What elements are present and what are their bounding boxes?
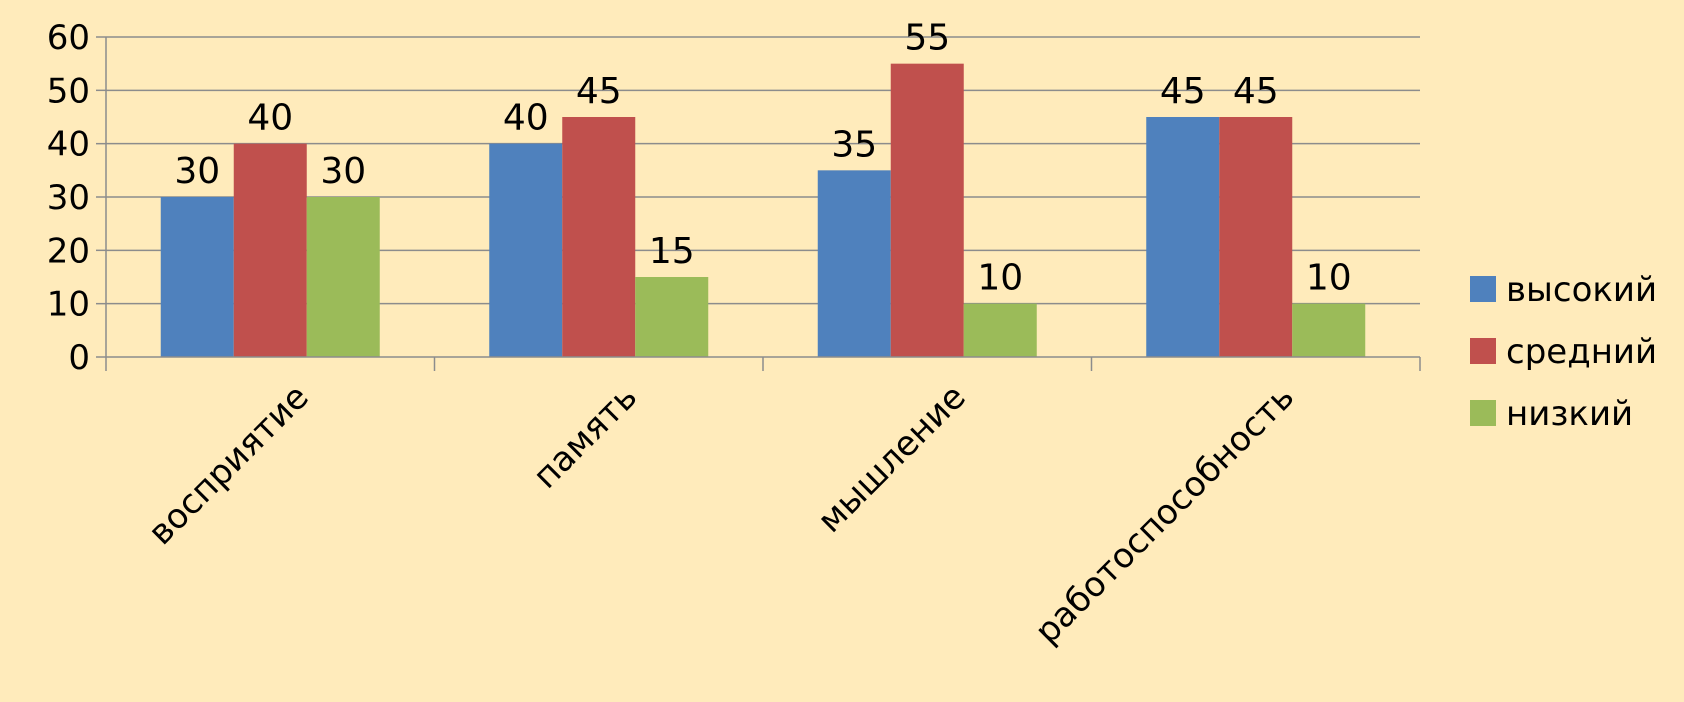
bar-1-4 [1146, 117, 1220, 357]
data-label-1-4: 45 [1160, 71, 1206, 112]
y-tick-label-0: 0 [68, 338, 90, 378]
y-tick-label-10: 10 [47, 285, 90, 325]
legend-label-1: высокий [1506, 270, 1657, 310]
y-tick-label-40: 40 [47, 125, 90, 165]
data-label-2-2: 45 [576, 71, 622, 112]
legend-swatch-3 [1470, 400, 1496, 426]
data-label-3-3: 10 [977, 258, 1023, 299]
x-tick-label-2: память [526, 377, 646, 497]
x-tick-label-4: работоспособность [1027, 377, 1302, 652]
legend-swatch-1 [1470, 276, 1496, 302]
legend-label-3: низкий [1506, 394, 1633, 434]
bar-1-1 [160, 197, 234, 357]
legend-swatch-2 [1470, 338, 1496, 364]
data-label-1-1: 30 [174, 151, 220, 192]
data-label-1-3: 35 [831, 124, 877, 165]
data-labels: 30 40 30 40 45 15 35 55 10 45 45 10 [174, 18, 1351, 299]
bar-3-3 [963, 303, 1037, 357]
data-label-1-2: 40 [503, 98, 549, 139]
legend: высокий средний низкий [1470, 270, 1657, 434]
data-label-2-4: 45 [1233, 71, 1279, 112]
data-label-3-1: 30 [320, 151, 366, 192]
y-tick-label-50: 50 [47, 71, 90, 111]
data-label-2-3: 55 [904, 18, 950, 59]
bar-2-4 [1219, 117, 1293, 357]
data-label-3-4: 10 [1306, 258, 1352, 299]
bar-1-2 [489, 143, 563, 357]
bar-1-3 [817, 170, 891, 357]
y-tick-label-20: 20 [47, 231, 90, 271]
bars [160, 63, 1366, 358]
bar-2-3 [890, 63, 964, 358]
legend-label-2: средний [1506, 332, 1657, 372]
bar-2-1 [233, 143, 307, 357]
bar-3-4 [1292, 303, 1366, 357]
x-tick-label-1: восприятие [141, 377, 317, 553]
x-tick-label-3: мышление [810, 377, 974, 541]
bar-3-1 [306, 197, 380, 357]
bar-2-2 [562, 117, 636, 357]
data-label-3-2: 15 [649, 231, 695, 272]
y-tick-label-60: 60 [47, 18, 90, 58]
y-tick-label-30: 30 [47, 178, 90, 218]
data-label-2-1: 40 [247, 98, 293, 139]
bar-3-2 [635, 277, 709, 357]
